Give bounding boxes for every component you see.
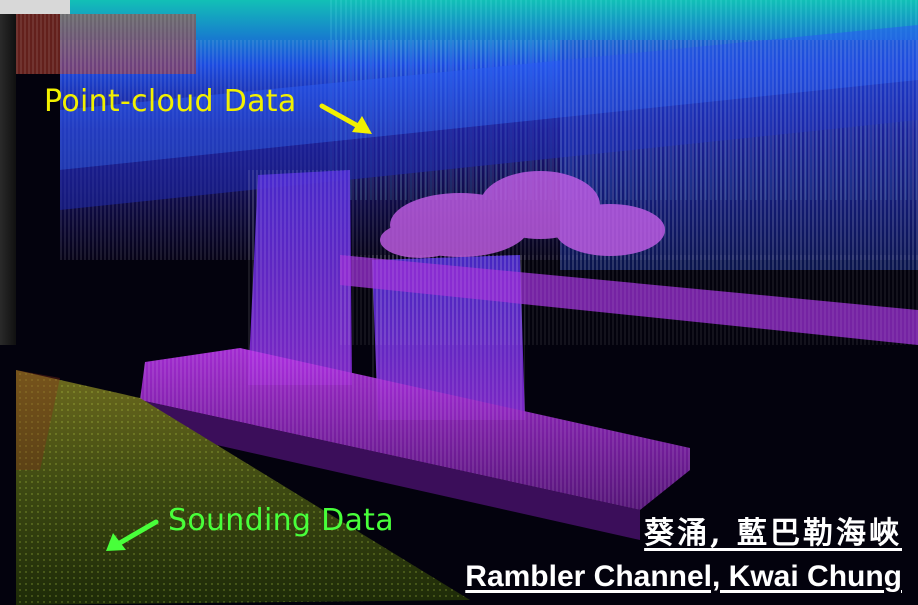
point-cloud-arrow-icon (319, 103, 372, 134)
location-chinese-caption: 葵涌, 藍巴勒海峽 (644, 516, 902, 551)
sounding-arrow-icon (106, 519, 159, 551)
point-cloud-label: Point-cloud Data (44, 84, 297, 119)
sounding-data-label: Sounding Data (168, 503, 394, 538)
location-english-caption: Rambler Channel, Kwai Chung (465, 560, 902, 593)
